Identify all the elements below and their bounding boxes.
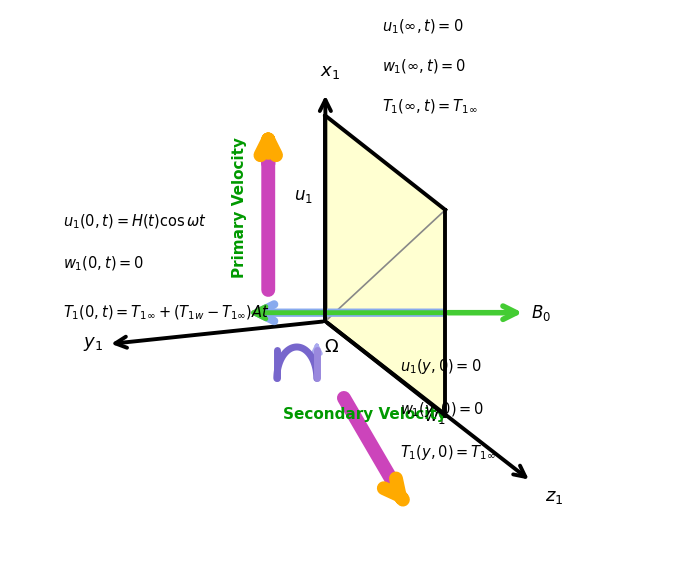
Text: $T_1(\infty,t)=T_{1\infty}$: $T_1(\infty,t)=T_{1\infty}$ <box>382 98 478 117</box>
Text: $y_1$: $y_1$ <box>83 335 103 353</box>
Text: $u_1(y,0)=0$: $u_1(y,0)=0$ <box>399 358 481 377</box>
Text: $B_0$: $B_0$ <box>531 302 551 323</box>
Text: $T_1(0,t)=T_{1\infty}+(T_{1w}-T_{1\infty})At$: $T_1(0,t)=T_{1\infty}+(T_{1w}-T_{1\infty… <box>62 304 269 322</box>
Text: $\Omega$: $\Omega$ <box>323 338 338 356</box>
Text: $u_1(0,t)=H(t)\cos\omega t$: $u_1(0,t)=H(t)\cos\omega t$ <box>62 212 206 231</box>
Text: $z_1$: $z_1$ <box>545 488 564 506</box>
Text: $w_1(0,t)=0$: $w_1(0,t)=0$ <box>62 255 144 273</box>
Text: Primary Velocity: Primary Velocity <box>232 137 247 277</box>
Text: Secondary Velocity: Secondary Velocity <box>284 407 447 422</box>
Text: $u_1$: $u_1$ <box>294 187 313 204</box>
Text: $w_1(y,0)=0$: $w_1(y,0)=0$ <box>399 400 484 420</box>
Text: $u_1(\infty,t)=0$: $u_1(\infty,t)=0$ <box>382 18 464 36</box>
Text: $T_1(y,0)=T_{1\infty}$: $T_1(y,0)=T_{1\infty}$ <box>399 443 495 462</box>
Text: $w_1(\infty,t)=0$: $w_1(\infty,t)=0$ <box>382 58 466 76</box>
Polygon shape <box>325 115 445 416</box>
Text: $x_1$: $x_1$ <box>320 63 340 82</box>
Text: $w_1$: $w_1$ <box>423 408 445 425</box>
